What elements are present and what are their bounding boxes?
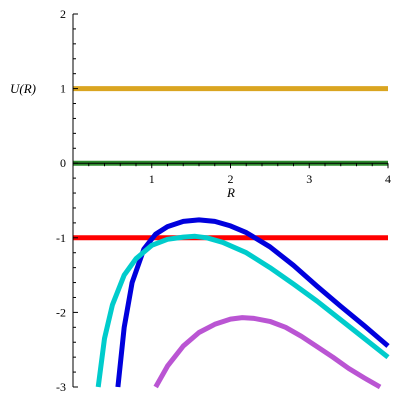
- x-tick-label: 1: [149, 172, 155, 186]
- x-axis-label: R: [226, 185, 235, 200]
- y-tick-label: 1: [60, 82, 66, 96]
- axes-layer: -3 -2 -1 0 1 2 1 2 3 4: [56, 7, 391, 394]
- y-axis-label: U(R): [10, 81, 36, 96]
- y-tick-label: 2: [60, 7, 66, 21]
- y-tick-label: 0: [60, 156, 66, 170]
- series-line-6: [153, 315, 382, 390]
- series-line-4: [115, 217, 390, 388]
- y-tick-label: -1: [56, 231, 66, 245]
- series-line-5: [95, 233, 390, 388]
- series-layer: [73, 86, 390, 390]
- y-tick-label: -2: [56, 305, 66, 319]
- x-tick-label: 2: [228, 172, 234, 186]
- x-tick-label: 4: [385, 172, 391, 186]
- x-tick-label: 3: [306, 172, 312, 186]
- y-tick-label: -3: [56, 380, 66, 394]
